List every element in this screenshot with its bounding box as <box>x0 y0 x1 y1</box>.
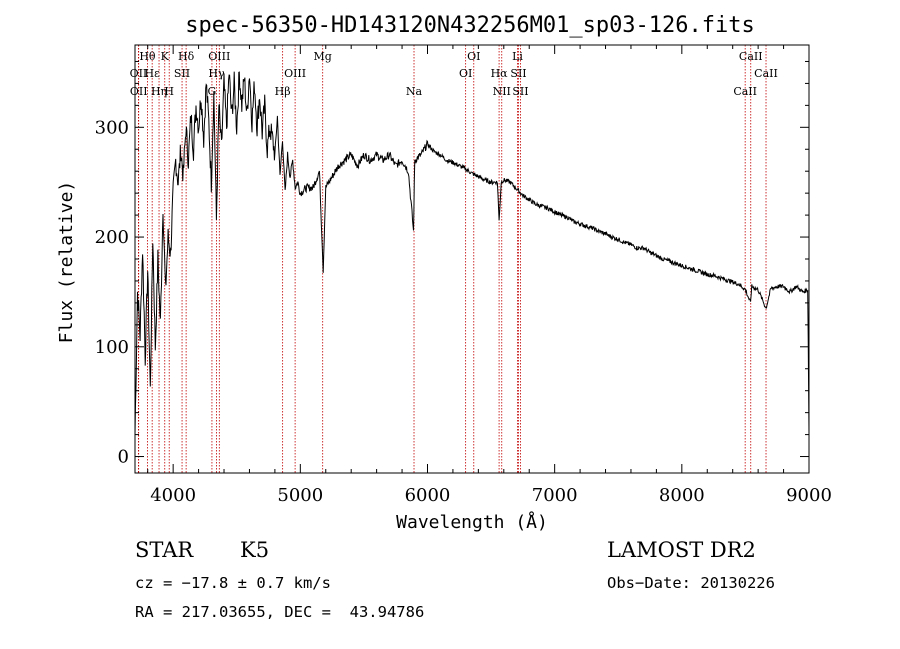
marker-label: Mg <box>314 50 332 63</box>
marker-label: G <box>208 85 217 98</box>
marker-label: OI <box>459 67 472 80</box>
marker-label: SII <box>510 67 526 80</box>
marker-label: OII <box>130 67 148 80</box>
marker-label: Na <box>406 85 423 98</box>
x-axis-ticks: 4000 5000 6000 7000 8000 9000 <box>147 45 832 506</box>
marker-label: NII <box>493 85 511 98</box>
x-tick-label: 7000 <box>532 485 578 506</box>
y-tick-label: 0 <box>118 447 129 468</box>
marker-label: CaII <box>733 85 757 98</box>
coordinates: RA = 217.03655, DEC = 43.94786 <box>135 603 425 621</box>
spectrum-line <box>134 71 810 435</box>
spectrum-series <box>134 71 810 435</box>
marker-label: Hα <box>491 67 509 80</box>
marker-label: Hδ <box>178 50 195 63</box>
y-tick-label: 200 <box>95 227 129 248</box>
marker-label: K <box>161 50 170 63</box>
marker-label: OII <box>130 85 148 98</box>
x-tick-label: 4000 <box>150 485 196 506</box>
redshift-info: cz = −17.8 ± 0.7 km/s <box>135 574 331 592</box>
x-tick-label: 9000 <box>786 485 832 506</box>
subclass: K5 <box>240 538 270 562</box>
survey-name: LAMOST DR2 <box>607 538 756 562</box>
marker-label: Hη <box>151 85 167 98</box>
marker-label: Hγ <box>208 67 225 80</box>
y-tick-label: 300 <box>95 117 129 138</box>
marker-label: Li <box>512 50 523 63</box>
marker-label: CaII <box>754 67 778 80</box>
x-tick-label: 8000 <box>659 485 705 506</box>
marker-label: CaII <box>739 50 763 63</box>
marker-label: OIII <box>208 50 230 63</box>
marker-label: Hθ <box>139 50 156 63</box>
obs-date: Obs−Date: 20130226 <box>607 574 775 592</box>
marker-label: OIII <box>284 67 306 80</box>
marker-label: H <box>164 85 174 98</box>
y-axis-ticks: 0 100 200 300 <box>95 60 809 468</box>
marker-label: SII <box>174 67 190 80</box>
marker-label: Hε <box>145 67 161 80</box>
y-axis-label: Flux (relative) <box>56 181 77 344</box>
marker-label: OI <box>467 50 480 63</box>
object-class: STAR <box>135 538 194 562</box>
x-tick-label: 6000 <box>405 485 451 506</box>
x-tick-label: 5000 <box>277 485 323 506</box>
chart-title: spec-56350-HD143120N432256M01_sp03-126.f… <box>185 13 755 38</box>
marker-label: Hβ <box>275 85 291 98</box>
x-axis-label: Wavelength (Å) <box>396 511 548 533</box>
y-tick-label: 100 <box>95 337 129 358</box>
marker-label: SII <box>512 85 528 98</box>
